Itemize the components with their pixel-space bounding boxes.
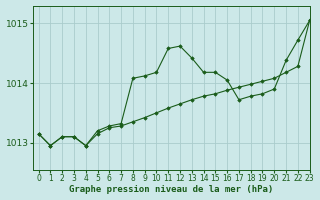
X-axis label: Graphe pression niveau de la mer (hPa): Graphe pression niveau de la mer (hPa) xyxy=(69,185,273,194)
